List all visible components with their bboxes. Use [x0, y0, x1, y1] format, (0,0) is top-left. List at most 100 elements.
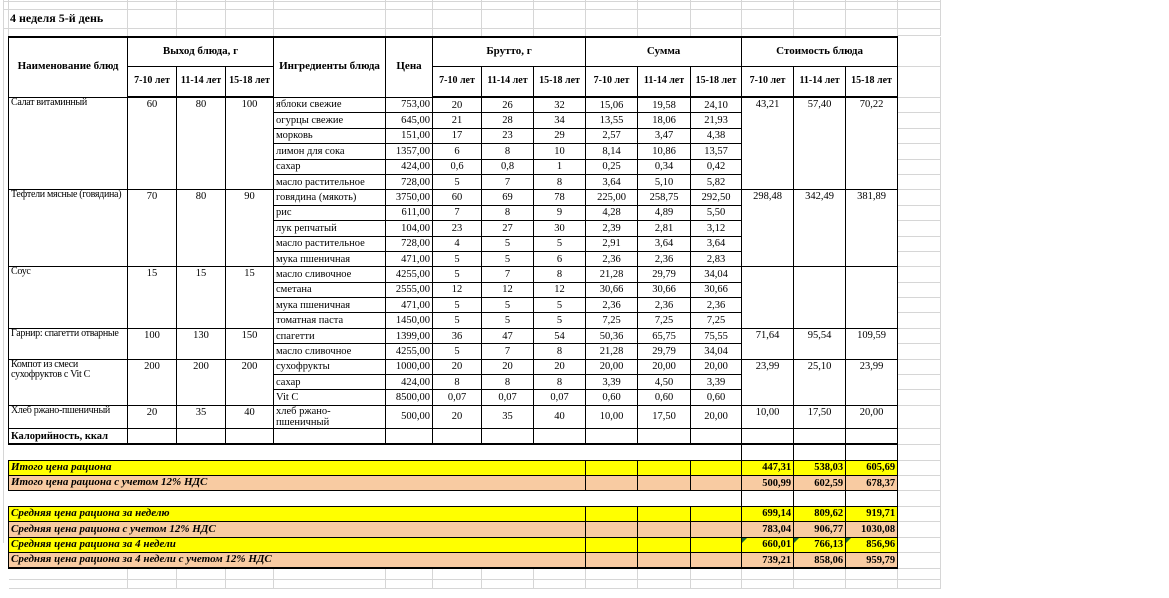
brutto-cell[interactable]: 12 — [481, 281, 535, 299]
yield-cell[interactable]: 200 — [127, 358, 177, 406]
empty-cell[interactable] — [897, 568, 942, 581]
sum-cell[interactable]: 3,12 — [690, 220, 743, 237]
empty-cell[interactable] — [897, 579, 942, 590]
sum-cell[interactable]: 0,60 — [690, 389, 743, 406]
price-cell[interactable]: 4255,00 — [385, 266, 434, 283]
summary-value[interactable]: 538,03 — [793, 459, 847, 477]
empty-cell[interactable] — [585, 521, 639, 538]
empty-cell[interactable] — [741, 490, 795, 507]
sum-cell[interactable]: 5,50 — [690, 204, 743, 222]
empty-cell[interactable] — [533, 568, 587, 581]
brutto-cell[interactable]: 7 — [481, 266, 535, 283]
cost-cell[interactable]: 381,89 — [845, 189, 899, 268]
cost-cell[interactable]: 23,99 — [741, 358, 795, 406]
sum-cell[interactable]: 18,06 — [637, 112, 692, 129]
sum-cell[interactable]: 24,10 — [690, 96, 743, 114]
brutto-cell[interactable]: 5 — [432, 312, 483, 329]
brutto-cell[interactable]: 8 — [533, 343, 587, 360]
price-cell[interactable]: 424,00 — [385, 374, 434, 391]
yield-cell[interactable]: 80 — [176, 189, 226, 268]
sum-cell[interactable]: 34,04 — [690, 343, 743, 360]
sum-cell[interactable]: 30,66 — [690, 281, 743, 299]
empty-cell[interactable] — [432, 579, 483, 590]
empty-cell[interactable] — [897, 552, 942, 569]
empty-cell[interactable] — [897, 128, 942, 145]
empty-cell[interactable] — [690, 551, 743, 570]
empty-cell[interactable] — [897, 475, 942, 492]
empty-cell[interactable] — [897, 174, 942, 191]
ingredient-cell[interactable]: говядина (мякоть) — [273, 189, 387, 206]
sum-cell[interactable]: 2,36 — [585, 297, 639, 314]
summary-label[interactable]: Средняя цена рациона за 4 недели — [7, 536, 587, 553]
brutto-cell[interactable]: 0,07 — [481, 389, 535, 406]
brutto-cell[interactable]: 8 — [533, 374, 587, 391]
sum-cell[interactable]: 4,50 — [637, 374, 692, 391]
brutto-cell[interactable]: 60 — [432, 189, 483, 206]
brutto-cell[interactable]: 5 — [481, 312, 535, 329]
column-header-sum-group[interactable]: Сумма — [585, 36, 743, 67]
cost-cell[interactable]: 43,21 — [741, 96, 795, 191]
empty-cell[interactable] — [690, 459, 743, 477]
empty-cell[interactable] — [741, 568, 795, 581]
empty-cell[interactable] — [897, 389, 942, 406]
yield-cell[interactable]: 150 — [224, 327, 275, 360]
summary-value[interactable]: 699,14 — [741, 505, 795, 523]
sum-cell[interactable]: 4,89 — [637, 204, 692, 222]
yield-cell[interactable]: 100 — [224, 96, 275, 191]
age-column-header[interactable]: 15-18 лет — [845, 66, 899, 98]
brutto-cell[interactable]: 26 — [481, 96, 535, 114]
summary-value[interactable]: 660,01 — [741, 536, 795, 553]
price-cell[interactable]: 728,00 — [385, 173, 434, 191]
summary-label[interactable]: Итого цена рациона — [7, 459, 587, 477]
sum-cell[interactable]: 20,00 — [690, 404, 743, 429]
summary-value[interactable]: 783,04 — [741, 521, 795, 538]
empty-cell[interactable] — [273, 579, 387, 590]
empty-cell[interactable] — [8, 579, 128, 590]
empty-cell[interactable] — [273, 427, 387, 446]
column-header-ingredients[interactable]: Ингредиенты блюда — [273, 36, 387, 98]
age-column-header[interactable]: 15-18 лет — [690, 66, 743, 98]
brutto-cell[interactable]: 20 — [432, 404, 483, 429]
brutto-cell[interactable]: 5 — [432, 173, 483, 191]
age-column-header[interactable]: 7-10 лет — [741, 66, 795, 98]
empty-cell[interactable] — [585, 568, 639, 581]
age-column-header[interactable]: 11-14 лет — [637, 66, 692, 98]
empty-cell[interactable] — [793, 443, 847, 461]
brutto-cell[interactable]: 8 — [481, 374, 535, 391]
sum-cell[interactable]: 19,58 — [637, 96, 692, 114]
price-cell[interactable]: 471,00 — [385, 250, 434, 268]
sum-cell[interactable]: 2,91 — [585, 235, 639, 252]
age-column-header[interactable]: 7-10 лет — [127, 66, 177, 98]
summary-label[interactable]: Средняя цена рациона за неделю — [7, 505, 587, 523]
sum-cell[interactable]: 4,28 — [585, 204, 639, 222]
empty-cell[interactable] — [127, 427, 177, 446]
empty-cell[interactable] — [585, 505, 639, 523]
price-cell[interactable]: 645,00 — [385, 112, 434, 129]
cost-cell[interactable]: 20,00 — [845, 404, 899, 429]
empty-cell[interactable] — [432, 427, 483, 446]
brutto-cell[interactable]: 20 — [432, 358, 483, 376]
empty-cell[interactable] — [481, 427, 535, 446]
sum-cell[interactable]: 10,00 — [585, 404, 639, 429]
yield-cell[interactable]: 60 — [127, 96, 177, 191]
empty-cell[interactable] — [897, 159, 942, 175]
ingredient-cell[interactable]: сахар — [273, 374, 387, 391]
empty-cell[interactable] — [897, 97, 942, 114]
sum-cell[interactable]: 3,64 — [585, 173, 639, 191]
empty-cell[interactable] — [481, 568, 535, 581]
sum-cell[interactable]: 75,55 — [690, 327, 743, 345]
price-cell[interactable]: 471,00 — [385, 297, 434, 314]
brutto-cell[interactable]: 23 — [432, 220, 483, 237]
empty-cell[interactable] — [690, 521, 743, 538]
empty-cell[interactable] — [897, 220, 942, 237]
empty-cell[interactable] — [897, 328, 942, 345]
empty-cell[interactable] — [585, 551, 639, 570]
brutto-cell[interactable]: 17 — [432, 127, 483, 145]
sum-cell[interactable]: 2,81 — [637, 220, 692, 237]
age-column-header[interactable]: 11-14 лет — [481, 66, 535, 98]
brutto-cell[interactable]: 9 — [533, 204, 587, 222]
empty-cell[interactable] — [8, 490, 742, 507]
empty-cell[interactable] — [533, 427, 587, 446]
brutto-cell[interactable]: 12 — [533, 281, 587, 299]
sum-cell[interactable]: 2,36 — [637, 250, 692, 268]
